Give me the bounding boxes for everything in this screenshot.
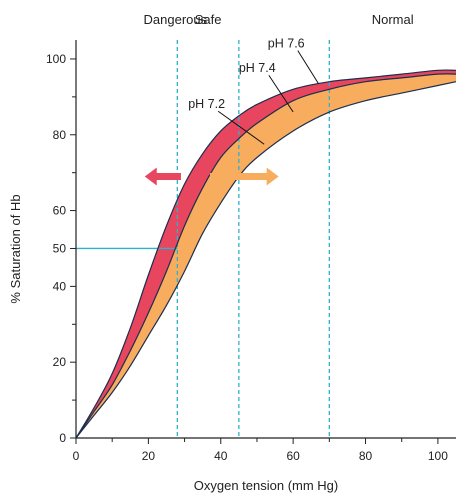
curve-ph-7-2 <box>75 81 457 439</box>
y-tick-label: 0 <box>59 431 66 445</box>
y-tick-label: 80 <box>53 128 67 142</box>
y-tick-label: 40 <box>53 279 67 293</box>
curve-label-ph-7-6: pH 7.6 <box>268 37 305 51</box>
saturation-bands <box>76 70 456 438</box>
x-tick-label: 60 <box>286 449 300 463</box>
zone-label-dangerous: Dangerous <box>144 12 208 27</box>
leader-ph-7-6 <box>297 50 319 84</box>
x-tick-label: 40 <box>214 449 228 463</box>
curve-ph-7-6 <box>75 69 457 439</box>
curve-label-ph-7-2: pH 7.2 <box>188 97 225 111</box>
y-tick-label: 50 <box>53 241 67 255</box>
zone-dividers <box>176 40 330 438</box>
shift-arrow-right <box>209 167 279 186</box>
leader-ph-7-4 <box>268 74 294 113</box>
x-tick-label: 20 <box>142 449 156 463</box>
curve-label-ph-7-4: pH 7.4 <box>239 61 276 75</box>
leader-ph-7-2 <box>217 110 265 145</box>
x-tick-label: 0 <box>73 449 80 463</box>
zone-label-safe: Safe <box>195 12 222 27</box>
zone-label-normal: Normal <box>372 12 414 27</box>
y-tick-label: 100 <box>46 52 66 66</box>
ph-curves <box>75 69 457 439</box>
x-tick-label: 80 <box>359 449 373 463</box>
curve-ph-7-4 <box>75 73 457 439</box>
shift-arrows <box>144 167 279 186</box>
y-tick-label: 20 <box>53 355 67 369</box>
curve-label-leaders <box>217 50 319 145</box>
shift-arrow-left <box>144 167 181 186</box>
band-2 <box>76 73 456 438</box>
y-axis-title: % Saturation of Hb <box>8 194 23 303</box>
y-tick-label: 60 <box>53 204 67 218</box>
axes <box>70 40 456 444</box>
x-tick-label: 100 <box>428 449 448 463</box>
x-axis-title: Oxygen tension (mm Hg) <box>194 478 339 493</box>
